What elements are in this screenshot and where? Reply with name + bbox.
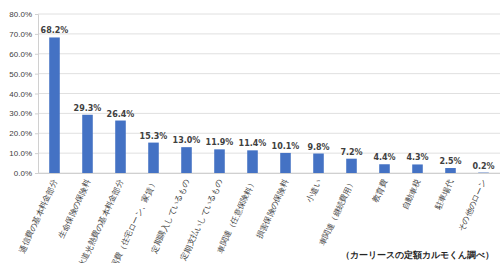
chart: 0.0% 10.0% 20.0% 30.0% 40.0% 50.0% 60.0% 70.0% 8… [0,0,500,263]
bar [214,149,225,173]
y-tick-mark [35,74,38,75]
bar [115,121,126,173]
y-tick: 70.0% [9,30,38,39]
x-tick: 通信費の基本料金部分 [17,178,59,254]
bar [478,172,489,173]
x-tick: 車関連（任意保険料） [215,178,257,254]
y-tick-mark [35,113,38,114]
y-tick: 80.0% [9,10,38,19]
bar [412,164,423,173]
y-tick-mark [35,54,38,55]
source-note: （カーリースの定額カルモくん調べ） [341,250,494,260]
x-tick: 駐車場代 [433,178,455,212]
y-tick-mark [35,14,38,15]
y-tick: 10.0% [9,149,38,158]
y-tick-label: 70.0% [9,30,32,39]
data-label: 68.2% [41,26,69,35]
y-tick-mark [35,173,38,174]
y-tick-label: 60.0% [9,50,32,59]
y-tick: 30.0% [9,109,38,118]
x-tick-label: 自動車税 [401,178,423,211]
x-tick: 生命保険の保険料 [57,178,92,240]
x-tick: その他のローン [456,178,488,233]
x-tick-label: 車関連（任意保険料） [215,178,257,254]
bar [49,37,60,173]
bar [346,159,357,173]
data-label: 2.5% [439,157,461,166]
bars [49,37,489,173]
y-axis-line [35,15,39,174]
x-tick-label: 通信費の基本料金部分 [17,178,59,254]
x-tick: 小遣い [305,178,323,204]
y-tick-mark [35,133,38,134]
bar [148,143,159,173]
grid-line [38,73,500,74]
grid-line [38,14,500,15]
y-tick-label: 20.0% [9,129,32,138]
y-axis: 0.0% 10.0% 20.0% 30.0% 40.0% 50.0% 60.0% 70.0% 8… [9,10,38,178]
y-tick-mark [35,94,38,95]
data-label: 29.3% [74,104,102,113]
x-tick: 損害保険の保険料 [255,178,290,240]
y-tick-mark [35,153,38,154]
x-tick: 自動車税 [401,178,423,211]
x-axis-line [39,173,500,174]
data-label: 13.0% [173,136,201,145]
bar [445,168,456,173]
grid-line [38,153,500,154]
data-label: 15.3% [140,132,168,141]
x-tick-label: 車関連（継続費用） [318,178,357,247]
data-label: 26.4% [107,110,135,119]
bar [280,153,291,173]
bar [313,154,324,173]
grid-line [38,173,500,174]
data-label: 4.4% [373,153,395,162]
y-tick-label: 0.0% [14,169,32,178]
y-tick-label: 80.0% [9,10,32,19]
data-label: 11.9% [206,138,234,147]
y-tick-label: 50.0% [9,70,32,79]
y-tick-mark [35,34,38,35]
x-tick: 車関連（継続費用） [318,178,357,247]
x-tick-label: その他のローン [456,178,488,233]
grid-line [38,133,500,134]
y-tick-label: 10.0% [9,149,32,158]
data-labels: 68.2% 29.3% 26.4% 15.3% 13.0% 11.9% 11.4% 10.1%… [41,26,495,170]
y-tick-label: 40.0% [9,90,32,99]
annotations: （カーリースの定額カルモくん調べ） [341,250,494,260]
grid-line [38,33,500,34]
bar [247,150,258,173]
data-label: 4.3% [406,153,428,162]
y-tick: 40.0% [9,90,38,99]
grid-line [38,53,500,54]
y-tick: 60.0% [9,50,38,59]
bar [379,164,390,173]
data-label: 10.1% [272,142,300,151]
y-tick: 20.0% [9,129,38,138]
data-label: 11.4% [239,139,267,148]
bar [82,115,93,173]
data-label: 7.2% [340,148,362,157]
x-tick: 教育費 [371,178,389,204]
y-tick-label: 30.0% [9,109,32,118]
y-tick: 50.0% [9,70,38,79]
x-tick-label: 教育費 [371,178,389,204]
x-tick-label: 生命保険の保険料 [57,178,92,240]
x-axis: 通信費の基本料金部分生命保険の保険料水道光熱費の基本料金部分住居費（住宅ローン、… [17,174,500,263]
data-label: 0.2% [472,162,494,171]
grid [38,14,500,173]
grid-line [38,93,500,94]
x-tick-label: 損害保険の保険料 [255,178,290,240]
bar [181,147,192,173]
x-tick-label: 駐車場代 [433,178,455,212]
x-tick-label: 小遣い [305,178,323,204]
y-tick: 0.0% [14,169,38,178]
data-label: 9.8% [307,143,329,152]
